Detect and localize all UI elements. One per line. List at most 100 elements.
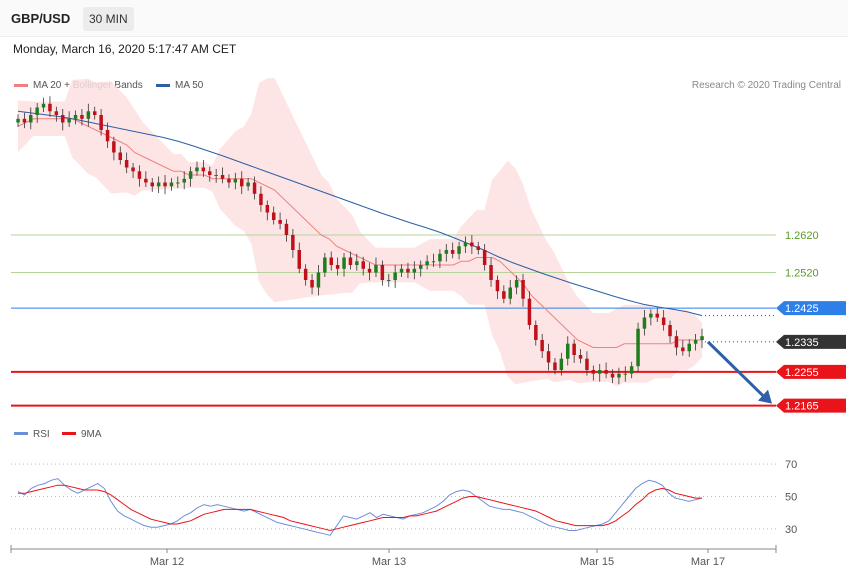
candle-body (310, 280, 314, 288)
candle-body (342, 257, 346, 269)
candle-body (546, 351, 551, 363)
candle-body (272, 212, 276, 220)
ma20-swatch (14, 84, 28, 87)
level-label-1.2620: 1.2620 (785, 230, 819, 242)
candle-body (642, 317, 647, 329)
candle-body (335, 265, 340, 269)
candle-body (431, 261, 436, 263)
x-tick-label: Mar 17 (691, 556, 725, 568)
moving-averages-layer (17, 110, 703, 348)
candle-body (316, 272, 321, 288)
rsi-tick-30: 30 (785, 524, 797, 536)
price-levels-layer (11, 234, 776, 407)
candle-body (208, 171, 212, 175)
x-tick-label: Mar 12 (150, 556, 184, 568)
candle-body (105, 130, 110, 142)
candle-body (246, 182, 250, 187)
level-tag-1.2165 (776, 398, 846, 413)
candle-body (450, 250, 455, 254)
level-tag-1.2335 (776, 334, 846, 349)
rsi-ma-legend-swatch (62, 432, 76, 435)
candle-body (86, 111, 91, 119)
rsi-legend-label: RSI (33, 429, 50, 440)
candle-body (521, 280, 525, 299)
rsi-series-RSI (17, 478, 703, 536)
level-label-1.2335: 1.2335 (785, 337, 819, 349)
candle-body (303, 268, 308, 280)
candle-body (355, 261, 359, 265)
symbol-title: GBP/USD (11, 11, 71, 26)
candle-body (438, 253, 442, 262)
candle-body (649, 313, 653, 318)
candle-body (233, 178, 238, 183)
candle-body (598, 370, 602, 374)
candle-body (623, 373, 627, 375)
candle-body (387, 280, 391, 281)
candle-body (482, 250, 487, 265)
candle-body (252, 182, 257, 194)
candle-body (578, 355, 583, 359)
candle-body (655, 313, 659, 318)
candle-body (361, 261, 365, 269)
forecast-arrow-shaft (706, 340, 768, 400)
candle-body (348, 257, 353, 265)
candle-body (700, 336, 704, 340)
x-tick-label: Mar 15 (580, 556, 614, 568)
level-label-1.2520: 1.2520 (785, 268, 819, 280)
rsi-panel: RSI 9MA 70 50 30 (11, 429, 797, 536)
candles-layer (16, 96, 704, 385)
candle-body (329, 257, 333, 265)
candle-body (214, 175, 218, 176)
candle-body (61, 115, 65, 123)
candle-body (591, 370, 596, 374)
candle-body (572, 343, 576, 355)
candle-body (176, 182, 180, 184)
x-axis: Mar 12 Mar 13 Mar 15 Mar 17 (10, 545, 777, 568)
candle-body (220, 175, 225, 179)
candle-body (463, 242, 468, 247)
credit-text: Research © 2020 Trading Central (691, 80, 841, 91)
rsi-series-9MA (18, 484, 702, 532)
candle-body (137, 171, 142, 179)
rsi-tick-50: 50 (785, 492, 797, 504)
candle-body (380, 265, 385, 280)
candle-body (489, 265, 493, 280)
level-label-1.2425: 1.2425 (785, 303, 819, 315)
candle-body (457, 246, 461, 254)
ma20-line (17, 118, 702, 348)
timeframe-badge[interactable]: 30 MIN (83, 7, 134, 31)
bollinger-band (18, 77, 702, 387)
candle-body (22, 118, 27, 123)
forecast-arrow-layer (706, 340, 772, 404)
candle-body (406, 268, 410, 273)
candle-body (534, 325, 538, 340)
candle-body (693, 340, 698, 344)
top-bar: GBP/USD 30 MIN (0, 0, 848, 37)
candle-body (188, 171, 193, 179)
candle-body (265, 205, 270, 213)
candle-body (227, 178, 231, 183)
candle-body (674, 336, 679, 348)
ma50-line (17, 110, 703, 317)
level-tag-1.2255 (776, 364, 846, 379)
candle-body (35, 107, 39, 115)
candle-body (476, 246, 480, 250)
candle-body (419, 265, 423, 269)
rsi-legend-swatch (14, 432, 28, 435)
candle-body (93, 111, 97, 115)
candle-body (16, 118, 20, 123)
candle-body (73, 115, 78, 119)
level-label-1.2255: 1.2255 (785, 367, 819, 379)
bollinger-band-layer (18, 77, 702, 387)
candle-body (425, 261, 429, 265)
candle-body (182, 178, 186, 183)
level-labels-layer: 1.2620 1.2520 1.2425 1.2335 1.2255 1.2165 (776, 230, 846, 413)
candle-body (367, 268, 372, 273)
candle-body (297, 250, 301, 269)
candle-body (681, 347, 685, 352)
candle-body (29, 115, 33, 123)
legend-ma50-label: MA 50 (175, 80, 204, 91)
candle-body (131, 167, 135, 172)
candle-body (540, 340, 544, 352)
